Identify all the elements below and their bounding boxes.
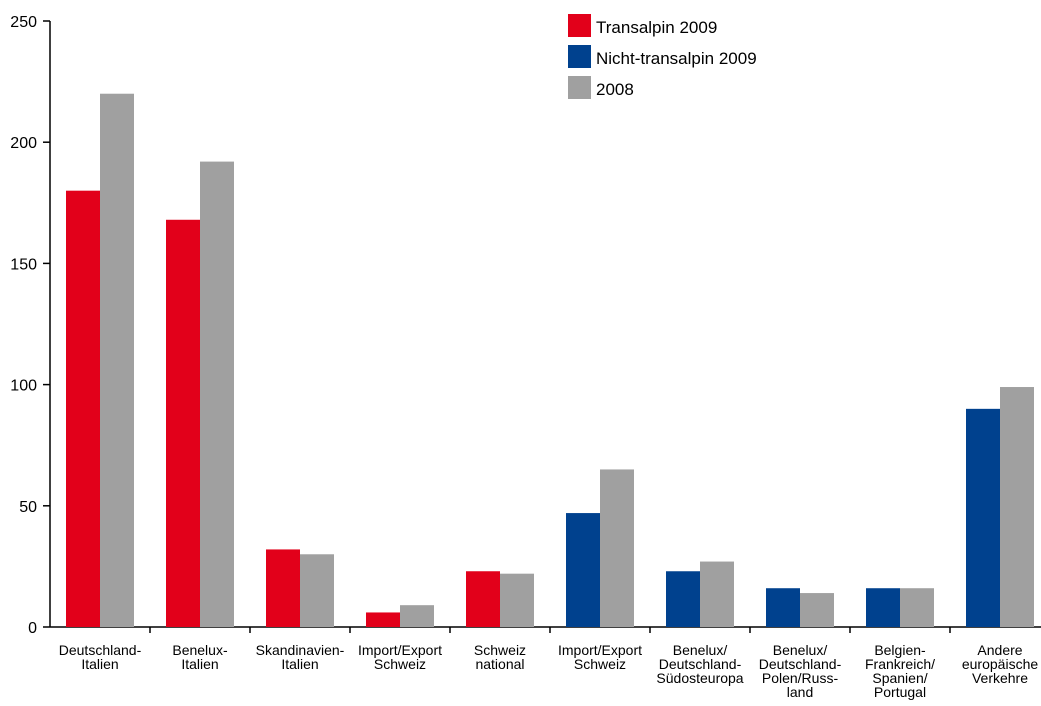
category-label-line: Schweiz [474, 642, 526, 658]
category-label-line: Spanien/ [872, 670, 927, 686]
category-label-line: Andere [977, 642, 1022, 658]
bars [66, 93, 1034, 628]
bar-2009 [566, 513, 600, 627]
category-label: Andere europäische Verkehre [962, 642, 1038, 686]
category-label-line: Frankreich/ [865, 656, 935, 672]
category-label-line: Italien [81, 656, 118, 672]
bar-2008 [100, 93, 134, 628]
bar-2009 [766, 588, 800, 627]
category-label-line: Import/Export [358, 642, 442, 658]
bar-2009 [966, 408, 1000, 627]
category-label-line: Italien [281, 656, 318, 672]
bar-2008 [200, 161, 234, 628]
category-label-line: Belgien- [874, 642, 926, 658]
category-label-line: Schweiz [574, 656, 626, 672]
category-label-line: land [787, 684, 813, 700]
category-label-line: Benelux/ [773, 642, 828, 658]
bar-2008 [900, 588, 934, 627]
x-axis: Deutschland-ItalienBenelux-ItalienSkandi… [50, 626, 1041, 700]
category-label-line: national [475, 656, 524, 672]
legend: Transalpin 2009 Nicht-transalpin 2009 2008 [568, 14, 757, 99]
category-label-line: Import/Export [558, 642, 642, 658]
legend-label: Transalpin 2009 [596, 18, 717, 37]
bar-2009 [666, 571, 700, 627]
category-label-line: europäische [962, 656, 1038, 672]
bar-2009 [366, 612, 400, 627]
category-label-line: Deutschland- [759, 656, 842, 672]
category-label: Belgien-Frankreich/Spanien/Portugal [865, 642, 935, 700]
category-label-line: Südosteuropa [656, 670, 743, 686]
legend-swatch [568, 14, 591, 37]
y-tick-label: 100 [10, 378, 37, 395]
category-label-line: Skandinavien- [256, 642, 345, 658]
y-tick-label: 200 [10, 135, 37, 152]
y-tick-label: 50 [19, 499, 37, 516]
category-label-line: Italien [181, 656, 218, 672]
bar-2008 [1000, 387, 1034, 627]
category-label-line: Portugal [874, 684, 926, 700]
category-label: Skandinavien-Italien [256, 642, 345, 672]
bar-2008 [700, 561, 734, 627]
category-label-line: Benelux- [172, 642, 228, 658]
y-tick-label: 250 [10, 14, 37, 31]
category-label-line: Benelux/ [673, 642, 728, 658]
bar-2008 [800, 593, 834, 627]
category-label: Benelux/Deutschland-Südosteuropa [656, 642, 743, 686]
category-label: Benelux/Deutschland-Polen/Russ-land [759, 642, 842, 700]
y-tick-label: 0 [28, 620, 37, 637]
legend-label: Nicht-transalpin 2009 [596, 49, 757, 68]
bar-2008 [600, 469, 634, 627]
category-label-line: Polen/Russ- [762, 670, 839, 686]
bar-2008 [300, 554, 334, 627]
bar-2008 [400, 605, 434, 627]
category-label-line: Schweiz [374, 656, 426, 672]
bar-2009 [866, 588, 900, 627]
category-label: Import/Export Schweiz [558, 642, 642, 672]
category-label: Schweiz national [474, 642, 526, 672]
category-label: Import/Export Schweiz [358, 642, 442, 672]
legend-swatch [568, 45, 591, 68]
bar-2009 [166, 219, 200, 627]
y-tick-label: 150 [10, 256, 37, 273]
category-label-line: Verkehre [972, 670, 1028, 686]
legend-swatch [568, 76, 591, 99]
category-label: Deutschland-Italien [59, 642, 142, 672]
bar-2009 [466, 571, 500, 627]
category-label: Benelux-Italien [172, 642, 228, 672]
category-label-line: Deutschland- [59, 642, 142, 658]
category-label-line: Deutschland- [659, 656, 742, 672]
y-axis: 0 50 100 150 200 250 [10, 14, 51, 637]
bar-2009 [66, 190, 100, 627]
bar-2009 [266, 549, 300, 627]
legend-label: 2008 [596, 80, 634, 99]
bar-2008 [500, 573, 534, 627]
